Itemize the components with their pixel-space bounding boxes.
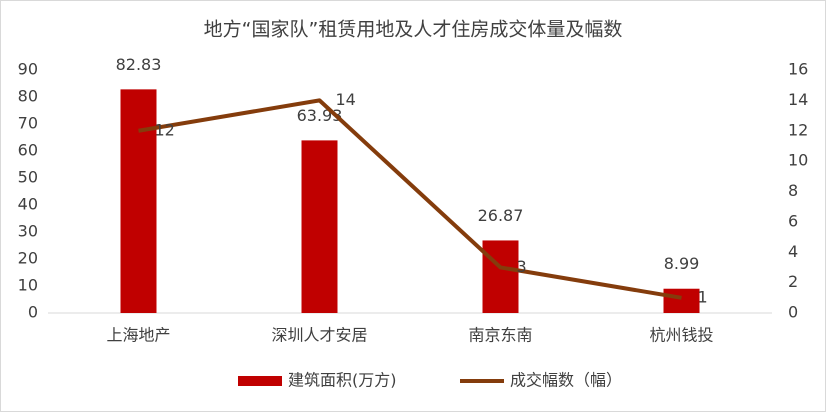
y-tick-label: 90 bbox=[18, 60, 38, 79]
bar-value-label: 8.99 bbox=[664, 254, 700, 273]
y-tick-label: 40 bbox=[18, 195, 38, 214]
y2-tick-label: 12 bbox=[788, 120, 808, 139]
y2-tick-label: 6 bbox=[788, 211, 798, 230]
x-tick-label: 深圳人才安居 bbox=[271, 326, 367, 345]
line bbox=[138, 98, 682, 300]
y-tick-label: 80 bbox=[18, 87, 38, 106]
chart-title: 地方“国家队”租赁用地及人才住房成交体量及幅数 bbox=[204, 19, 623, 41]
x-tick-label: 杭州钱投 bbox=[649, 326, 713, 345]
x-tick-label: 南京东南 bbox=[468, 326, 532, 345]
y-tick-label: 0 bbox=[28, 303, 38, 322]
y2-tick-label: 4 bbox=[788, 242, 798, 261]
y-tick-label: 30 bbox=[18, 222, 38, 241]
y-tick-label: 20 bbox=[18, 249, 38, 268]
y2-tick-label: 10 bbox=[788, 151, 808, 170]
bar bbox=[663, 288, 700, 313]
legend-swatch bbox=[238, 376, 282, 386]
legend-label: 成交幅数（幅） bbox=[510, 371, 622, 390]
x-tick-label: 上海地产 bbox=[106, 326, 170, 345]
y2-tick-label: 2 bbox=[788, 272, 798, 291]
y-tick-label: 60 bbox=[18, 141, 38, 160]
y-tick-label: 10 bbox=[18, 276, 38, 295]
y-tick-label: 50 bbox=[18, 168, 38, 187]
line-value-label: 3 bbox=[517, 257, 527, 276]
y2-tick-label: 8 bbox=[788, 181, 798, 200]
line-value-label: 12 bbox=[155, 120, 175, 139]
bar-value-label: 82.83 bbox=[116, 55, 162, 74]
bar bbox=[482, 240, 519, 313]
y-tick-label: 70 bbox=[18, 114, 38, 133]
legend-label: 建筑面积(万方) bbox=[288, 371, 397, 390]
line-value-label: 1 bbox=[698, 287, 708, 306]
bar bbox=[301, 140, 338, 313]
line-value-label: 14 bbox=[336, 90, 356, 109]
bar bbox=[120, 89, 157, 313]
bar-value-label: 26.87 bbox=[478, 206, 524, 225]
y2-tick-label: 16 bbox=[788, 60, 808, 79]
y2-tick-label: 14 bbox=[788, 90, 808, 109]
y2-tick-label: 0 bbox=[788, 303, 798, 322]
